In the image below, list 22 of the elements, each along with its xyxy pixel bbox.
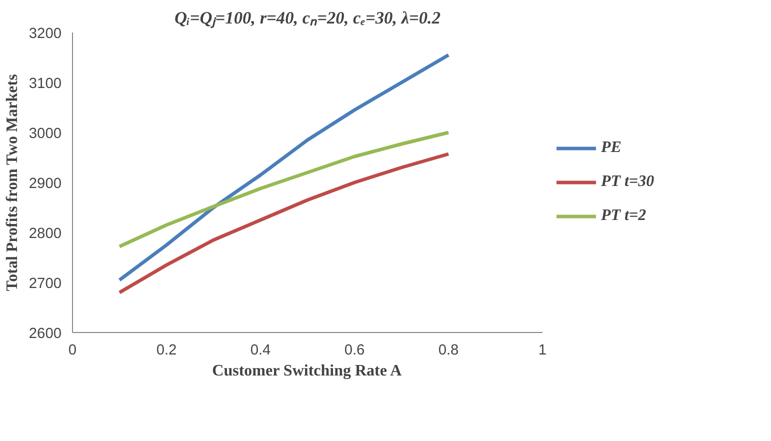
- line-series: [118, 53, 450, 282]
- x-axis-title: Customer Switching Rate A: [212, 362, 402, 380]
- y-tick-label: 3200: [28, 26, 62, 42]
- y-tick-label: 2900: [28, 176, 62, 192]
- chart-title: Qᵢ=Qⱼ=100, r=40, cₙ=20, cₑ=30, λ=0.2: [174, 8, 441, 28]
- x-tick-label: 1: [538, 342, 547, 358]
- x-tick-label: 0.6: [344, 342, 365, 358]
- y-tick-label: 2600: [28, 326, 62, 342]
- x-tick-label: 0.4: [250, 342, 271, 358]
- y-tick-label: 2800: [28, 226, 62, 242]
- x-tick-label: 0.2: [156, 342, 177, 358]
- legend-label: PT t=2: [601, 207, 646, 225]
- y-axis-title: Total Profits from Two Markets: [4, 74, 21, 292]
- line-series: [118, 152, 450, 294]
- y-tick-label: 3000: [28, 126, 62, 142]
- legend-label: PT t=30: [601, 173, 654, 191]
- legend-label: PE: [601, 139, 622, 157]
- y-tick-label: 3100: [28, 76, 62, 92]
- line-series: [118, 130, 450, 248]
- x-tick-label: 0: [68, 342, 77, 358]
- y-tick-label: 2700: [28, 276, 62, 292]
- x-tick-label: 0.8: [438, 342, 459, 358]
